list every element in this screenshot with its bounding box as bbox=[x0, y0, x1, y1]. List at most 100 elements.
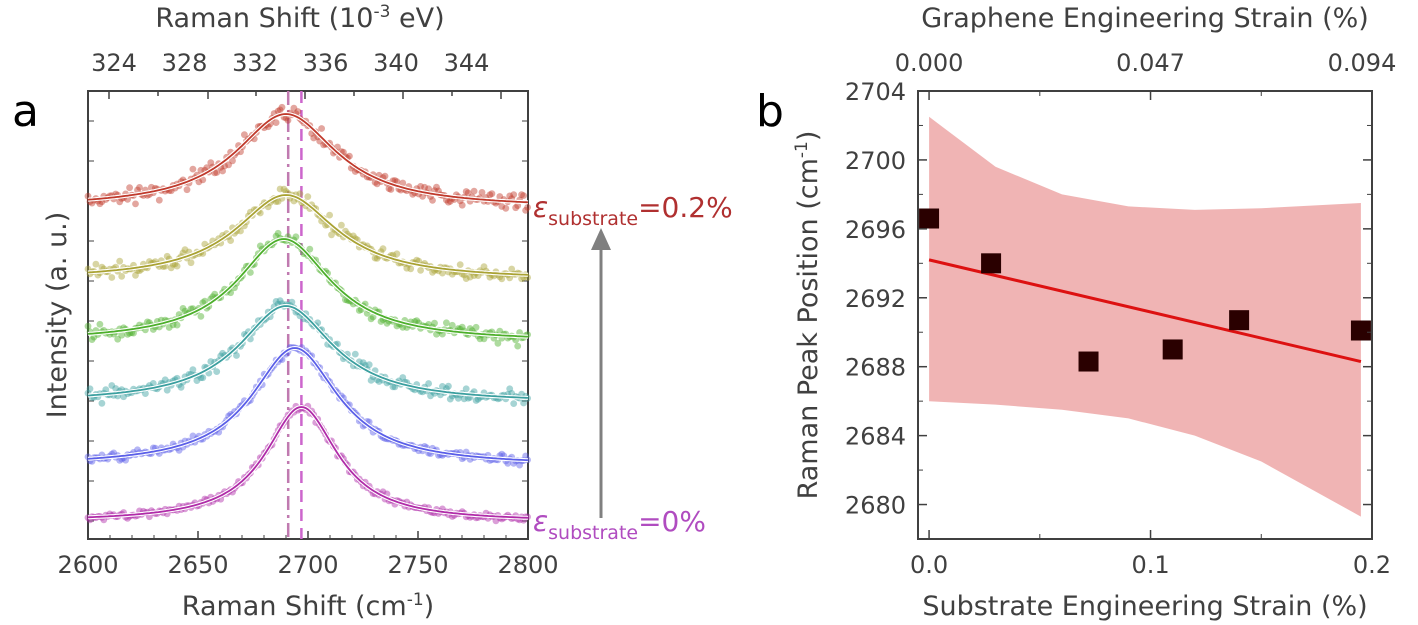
spectrum-point bbox=[445, 198, 452, 206]
spectrum-point bbox=[413, 256, 421, 264]
spectrum-point bbox=[502, 204, 510, 212]
top-axis-title-b: Graphene Engineering Strain (%) bbox=[921, 3, 1369, 34]
spectrum-point bbox=[247, 269, 254, 276]
spectrum-point bbox=[193, 377, 201, 384]
x-tick-label-b: 0.1 bbox=[1131, 551, 1169, 579]
spectrum-point bbox=[98, 263, 106, 271]
spectrum-point bbox=[385, 185, 393, 193]
panel-b: b 2680 2684 2688 2692 2696 2700 2704 0.0 0.1 0.2 0.… bbox=[756, 3, 1396, 622]
top-tick-label-a: 336 bbox=[303, 49, 349, 77]
spectrum-point bbox=[120, 393, 127, 401]
spectrum-point bbox=[375, 378, 383, 385]
spectrum-point bbox=[189, 366, 197, 374]
spectrum-point bbox=[443, 319, 450, 327]
spectrum-2 bbox=[84, 229, 531, 350]
spectrum-point bbox=[389, 383, 397, 391]
spectrum-point bbox=[407, 265, 415, 273]
spectrum-point bbox=[462, 275, 470, 282]
spectrum-point bbox=[118, 273, 126, 280]
spectrum-point bbox=[373, 255, 381, 262]
spectrum-point bbox=[199, 176, 207, 184]
spectrum-point bbox=[425, 380, 432, 387]
spectrum-point bbox=[486, 273, 494, 281]
spectrum-point bbox=[367, 315, 375, 323]
spectrum-point bbox=[464, 394, 472, 402]
annotation-top: εsubstrate=0.2% bbox=[533, 191, 733, 230]
top-tick-label-a: 324 bbox=[91, 49, 137, 77]
spectrum-point bbox=[427, 392, 434, 400]
data-point bbox=[1162, 339, 1183, 360]
x-tick-label-a: 2750 bbox=[387, 551, 448, 579]
spectrum-point bbox=[383, 319, 391, 327]
spectrum-point bbox=[498, 275, 506, 283]
spectrum-point bbox=[197, 166, 205, 174]
spectrum-point bbox=[84, 322, 92, 330]
spectrum-point bbox=[173, 262, 181, 270]
spectrum-point bbox=[346, 152, 353, 160]
spectrum-point bbox=[391, 177, 399, 184]
spectrum-point bbox=[294, 108, 302, 115]
spectrum-point bbox=[492, 517, 500, 525]
spectrum-point bbox=[183, 186, 191, 194]
spectrum-point bbox=[276, 297, 284, 305]
spectrum-point bbox=[381, 172, 389, 180]
spectrum-point bbox=[201, 240, 209, 248]
fit-line bbox=[928, 258, 1362, 363]
spectrum-point bbox=[142, 390, 149, 397]
spectrum-4 bbox=[84, 344, 531, 469]
spectrum-point bbox=[134, 186, 141, 194]
spectrum-point bbox=[504, 460, 512, 467]
spectrum-point bbox=[520, 399, 527, 407]
spectrum-point bbox=[466, 325, 474, 332]
spectrum-point bbox=[274, 107, 282, 115]
spectrum-point bbox=[480, 263, 488, 270]
spectrum-point bbox=[197, 374, 205, 382]
spectrum-point bbox=[498, 450, 506, 458]
spectrum-point bbox=[474, 395, 482, 403]
spectrum-fit-line bbox=[87, 113, 529, 204]
spectrum-point bbox=[146, 258, 153, 265]
spectrum-point bbox=[272, 119, 280, 126]
spectrum-point bbox=[132, 200, 139, 208]
spectrum-point bbox=[496, 193, 504, 200]
spectrum-fit-line bbox=[87, 305, 529, 399]
spectrum-point bbox=[476, 335, 484, 343]
spectrum-point bbox=[462, 188, 470, 195]
y-tick-label-b: 2696 bbox=[845, 216, 906, 244]
spectrum-point bbox=[369, 313, 377, 321]
spectrum-point bbox=[233, 352, 240, 359]
spectrum-point bbox=[306, 245, 314, 253]
spectrum-point bbox=[439, 330, 446, 338]
x-tick-label-a: 2700 bbox=[277, 551, 338, 579]
spectrum-point bbox=[163, 252, 171, 260]
spectrum-point bbox=[425, 185, 432, 193]
annotation-bottom: εsubstrate=0% bbox=[533, 505, 706, 544]
spectrum-point bbox=[290, 197, 298, 205]
spectrum-point bbox=[403, 264, 411, 272]
spectrum-point bbox=[446, 395, 454, 403]
spectrum-point bbox=[494, 339, 502, 347]
spectrum-point bbox=[207, 159, 215, 167]
spectrum-point bbox=[419, 193, 426, 200]
spectrum-point bbox=[355, 307, 363, 314]
spectrum-point bbox=[514, 342, 522, 350]
spectrum-point bbox=[466, 273, 474, 281]
strain-arrow-head bbox=[591, 228, 611, 250]
spectrum-point bbox=[126, 184, 133, 192]
spectrum-point bbox=[292, 233, 300, 241]
spectrum-point bbox=[280, 185, 288, 193]
spectrum-point bbox=[272, 232, 280, 240]
spectrum-point bbox=[349, 232, 357, 240]
top-axis-title-a: Raman Shift (10-3 eV) bbox=[155, 2, 444, 34]
x-tick-label-b: 0.0 bbox=[910, 551, 948, 579]
spectrum-point bbox=[108, 382, 116, 389]
spectrum-point bbox=[496, 327, 504, 335]
spectrum-point bbox=[460, 271, 468, 279]
spectrum-point bbox=[399, 323, 407, 331]
spectrum-point bbox=[96, 200, 104, 208]
spectrum-point bbox=[169, 321, 177, 329]
spectrum-point bbox=[478, 189, 486, 196]
spectrum-point bbox=[155, 196, 163, 204]
spectrum-point bbox=[278, 103, 286, 111]
spectrum-point bbox=[181, 246, 189, 254]
